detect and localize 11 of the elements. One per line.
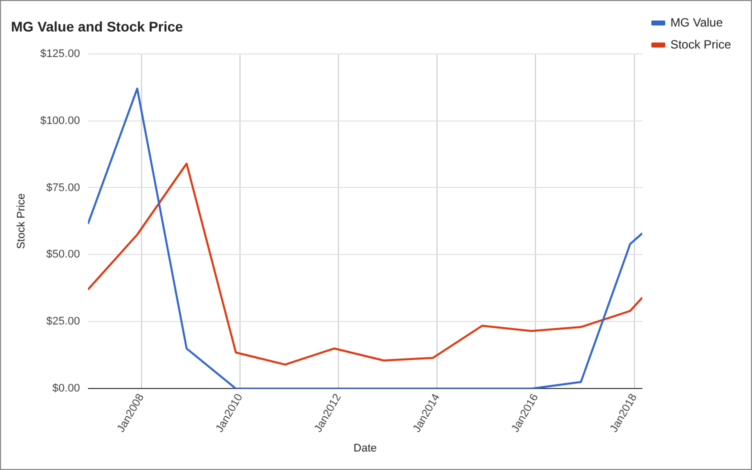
y-tick-label: $125.00 [40,48,80,60]
chart-title: MG Value and Stock Price [11,18,184,34]
legend-label: Stock Price [670,37,732,52]
y-tick-label: $75.00 [46,182,80,194]
y-tick-label: $25.00 [46,316,80,328]
x-axis-title: Date [354,442,377,454]
y-axis-title: Stock Price [16,193,28,250]
y-tick-label: $50.00 [46,248,80,261]
y-tick-label: $100.00 [40,114,80,127]
legend-label: MG Value [670,15,724,30]
y-tick-label: $0.00 [52,382,80,395]
